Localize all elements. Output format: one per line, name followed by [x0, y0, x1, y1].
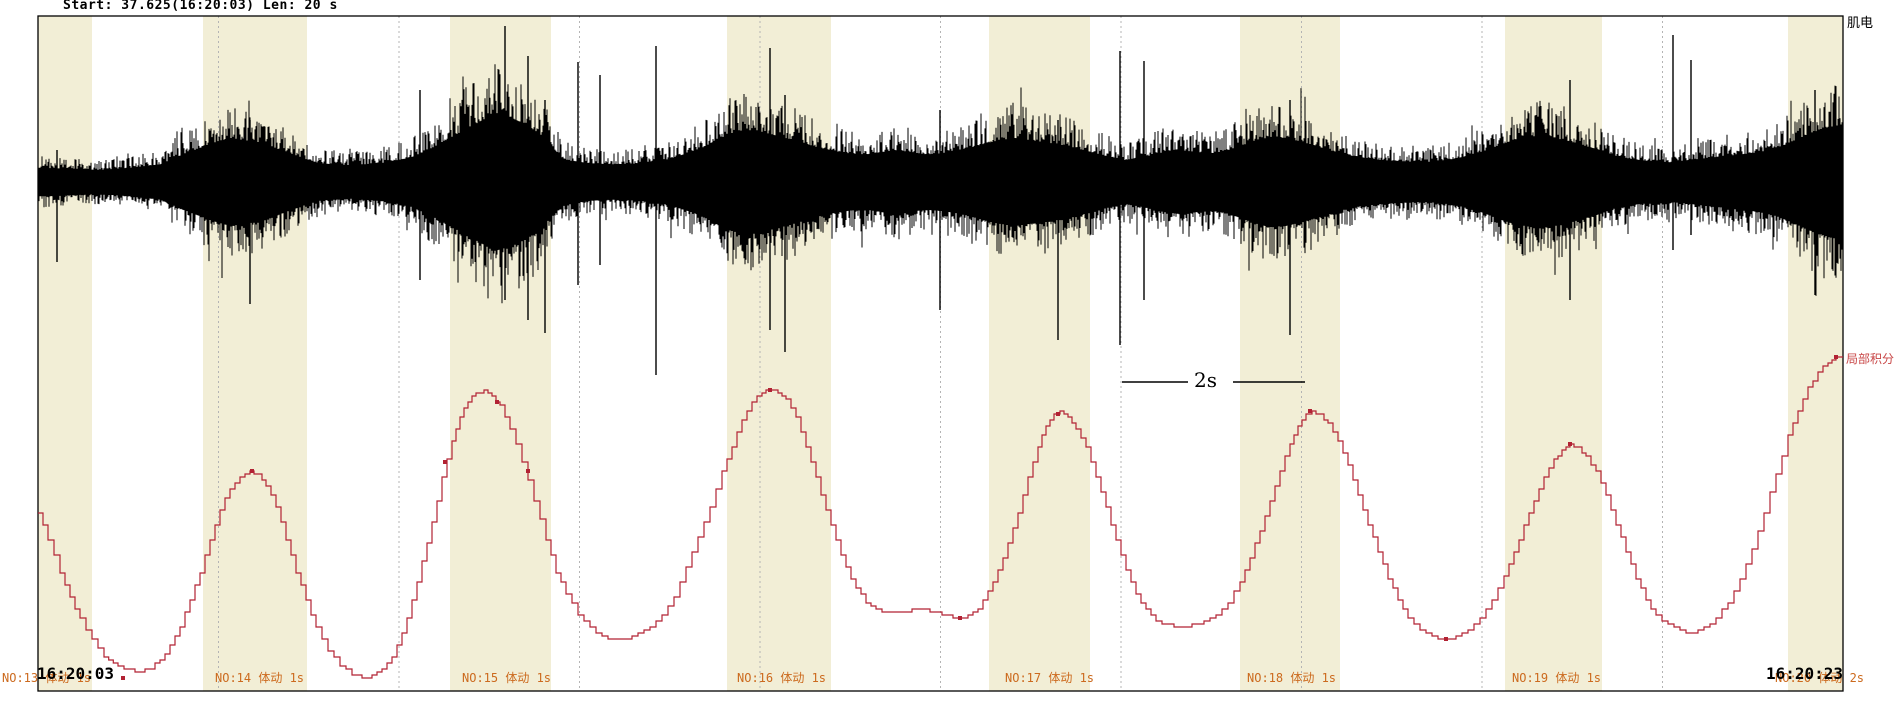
event-label: NO:18 体动 1s [1247, 671, 1337, 685]
integral-marker [1834, 355, 1838, 359]
integral-marker [495, 400, 499, 404]
integral-trace [38, 356, 1843, 679]
end-time-label: 16:20:23 [1766, 664, 1844, 683]
integral-marker [958, 616, 962, 620]
event-band [1505, 16, 1602, 691]
integral-marker [1056, 412, 1060, 416]
time-scale-label: 2s [1194, 368, 1217, 392]
integral-channel-label: 局部积分 [1846, 352, 1894, 366]
event-label: NO:17 体动 1s [1005, 671, 1095, 685]
page-title: Start: 37.625(16:20:03) Len: 20 s [63, 0, 338, 13]
event-label: NO:19 体动 1s [1512, 671, 1602, 685]
integral-marker [121, 676, 125, 680]
start-time-label: 16:20:03 [37, 664, 115, 683]
integral-marker [526, 469, 530, 473]
integral-marker [443, 460, 447, 464]
integral-marker [1444, 637, 1448, 641]
plot-frame [37, 15, 1844, 692]
integral-marker [1308, 409, 1312, 413]
integral-marker [768, 388, 772, 392]
event-label: NO:20 体动 2s [1775, 671, 1865, 685]
event-label: NO:16 体动 1s [737, 671, 827, 685]
event-label: NO:13 体动 1s [2, 671, 92, 685]
emg-channel-label: 肌电 [1847, 16, 1874, 31]
event-band [38, 16, 92, 691]
emg-trace [38, 64, 1843, 304]
integral-marker [250, 469, 254, 473]
event-label: NO:15 体动 1s [462, 671, 552, 685]
integral-marker [1568, 442, 1572, 446]
event-label: NO:14 体动 1s [215, 671, 305, 685]
